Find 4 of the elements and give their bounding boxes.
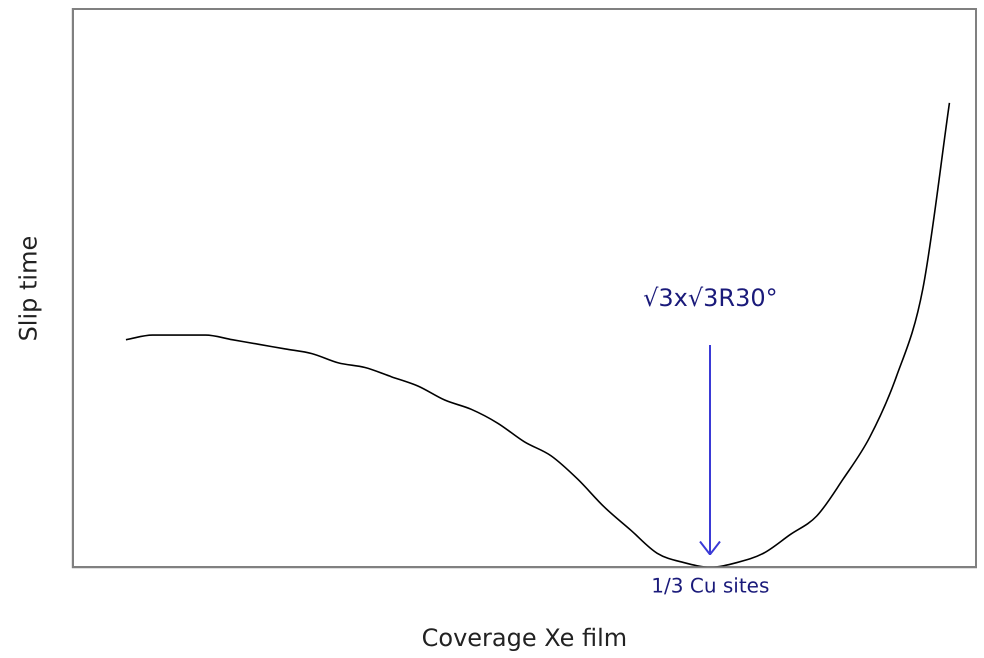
annotation: √3x√3R30° [643, 284, 778, 312]
x-axis-title: Coverage Xe film [422, 624, 628, 652]
y-axis-title: Slip time [14, 236, 43, 342]
annotation: 1/3 Cu sites [651, 573, 770, 598]
